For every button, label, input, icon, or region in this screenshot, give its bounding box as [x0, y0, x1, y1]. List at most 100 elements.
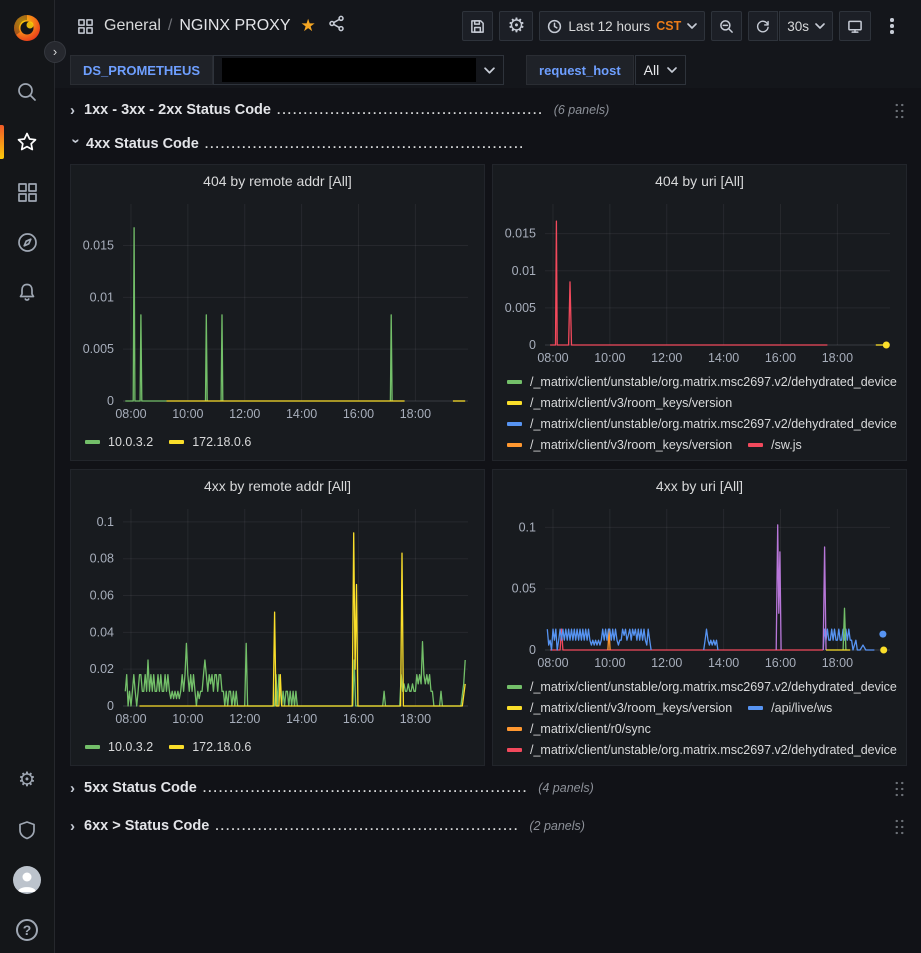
legend-series-swatch [507, 684, 522, 689]
zoom-out-icon [720, 19, 734, 33]
legend-series-label: /_matrix/client/unstable/org.matrix.msc2… [530, 742, 897, 757]
legend-item[interactable]: 10.0.3.2 [85, 431, 153, 452]
panel-404-by-remote-addr: 404 by remote addr [All] 08:00 10:00 12:00… [70, 164, 485, 461]
legend-item[interactable]: /sw.js [748, 434, 802, 453]
panel-grid-404: 404 by remote addr [All] 08:00 10:00 12:00… [70, 164, 907, 461]
favorite-star-icon[interactable]: ★ [300, 16, 316, 35]
legend-item[interactable]: /_matrix/client/v3/room_keys/version [507, 697, 732, 718]
panel-title[interactable]: 404 by uri [All] [655, 173, 744, 189]
svg-text:0.01: 0.01 [512, 264, 536, 278]
legend-item[interactable]: /_matrix/client/unstable/org.matrix.msc2… [507, 739, 897, 758]
more-options-kebab-menu[interactable] [877, 11, 907, 41]
time-range-label: Last 12 hours [568, 18, 651, 34]
legend-item[interactable]: /_matrix/client/unstable/org.matrix.msc2… [507, 676, 897, 697]
svg-text:0: 0 [529, 338, 536, 352]
row-title-dots: ........................................… [215, 819, 520, 833]
row-panel-count: (4 panels) [538, 781, 594, 795]
sidebar-item-alerting[interactable] [0, 269, 55, 315]
row-title: 1xx - 3xx - 2xx Status Code [84, 102, 271, 118]
panel-4xx-by-uri: 4xx by uri [All] 08:00 10:00 12:00 14:00 16:… [492, 469, 907, 766]
gear-icon: ⚙ [507, 15, 526, 37]
chevron-down-icon [484, 66, 495, 74]
dashboard-settings-button[interactable]: ⚙ [499, 11, 534, 41]
legend-item[interactable]: /_matrix/client/unstable/org.matrix.msc2… [507, 371, 897, 392]
svg-text:0.005: 0.005 [83, 342, 114, 356]
save-dashboard-button[interactable] [462, 11, 494, 41]
avatar [13, 866, 41, 894]
apps-grid-icon[interactable] [77, 18, 94, 35]
svg-text:10:00: 10:00 [172, 712, 203, 726]
row-drag-handle-icon[interactable] [894, 101, 905, 119]
svg-text:08:00: 08:00 [537, 351, 568, 365]
row-collapse-chevron: › [70, 779, 75, 797]
svg-text:0.01: 0.01 [90, 290, 114, 304]
star-icon [17, 132, 37, 151]
zoom-out-time-button[interactable] [711, 11, 743, 41]
legend-series-swatch [507, 421, 522, 426]
row-drag-handle-icon[interactable] [894, 817, 905, 835]
svg-text:12:00: 12:00 [229, 407, 260, 421]
sidebar-expand-button[interactable]: › [44, 41, 66, 63]
breadcrumb-dashboard-title[interactable]: NGINX PROXY [179, 17, 291, 34]
panel-title[interactable]: 4xx by remote addr [All] [203, 478, 352, 494]
request-host-variable-label: request_host [526, 55, 634, 85]
legend-item[interactable]: /_matrix/client/r0/sync [507, 718, 651, 739]
cycle-view-mode-button[interactable] [839, 11, 871, 41]
legend-series-label: /_matrix/client/unstable/org.matrix.msc2… [530, 679, 897, 694]
panel-title[interactable]: 4xx by uri [All] [655, 478, 744, 494]
share-icon[interactable] [328, 15, 345, 37]
legend-series-swatch [85, 439, 100, 444]
row-title-dots: ........................................… [202, 781, 529, 795]
sidebar-item-server-admin[interactable] [0, 807, 55, 853]
legend-item[interactable]: 172.18.0.6 [169, 736, 251, 757]
row-header-6xx[interactable]: › 6xx > Status Code ....................… [70, 812, 907, 840]
dashboard-scroll-area: › 1xx - 3xx - 2xx Status Code ..........… [55, 88, 921, 953]
datasource-variable-select[interactable] [213, 55, 505, 85]
legend-series-label: 10.0.3.2 [108, 434, 154, 449]
timeseries-chart[interactable]: 08:00 10:00 12:00 14:00 16:00 18:00 0 0.05 0.1 [501, 499, 898, 674]
row-title: 4xx Status Code [86, 136, 199, 152]
timeseries-chart[interactable]: 08:00 10:00 12:00 14:00 16:00 18:00 0 0.02 0.04 0… [79, 499, 476, 730]
save-icon [471, 19, 485, 33]
svg-text:0.1: 0.1 [97, 515, 114, 529]
time-range-picker[interactable]: Last 12 hours CST [539, 11, 706, 41]
request-host-variable-select[interactable]: All [634, 55, 687, 85]
refresh-button[interactable] [748, 11, 779, 41]
legend-item[interactable]: /api/live/ws [748, 697, 832, 718]
chevron-down-icon [815, 23, 825, 29]
legend-series-swatch [507, 747, 522, 752]
legend-series-swatch [507, 400, 522, 405]
timeseries-chart[interactable]: 08:00 10:00 12:00 14:00 16:00 18:00 0 0.005 0.01… [501, 194, 898, 369]
row-header-5xx[interactable]: › 5xx Status Code ......................… [70, 774, 907, 802]
legend-item[interactable]: /_matrix/client/unstable/org.matrix.msc2… [507, 413, 897, 434]
sidebar-item-help[interactable]: ? [0, 907, 55, 953]
legend-item[interactable]: 172.18.0.6 [169, 431, 251, 452]
svg-text:0: 0 [529, 643, 536, 657]
legend-series-swatch [169, 439, 185, 444]
breadcrumb-section[interactable]: General [104, 17, 161, 34]
timeseries-chart[interactable]: 08:00 10:00 12:00 14:00 16:00 18:00 0 0.005 0.01… [79, 194, 476, 425]
legend-item[interactable]: /_matrix/client/v3/room_keys/version [507, 434, 732, 453]
refresh-interval-dropdown[interactable]: 30s [779, 11, 833, 41]
request-host-value: All [643, 62, 660, 78]
row-header-4xx[interactable]: › 4xx Status Code ......................… [68, 130, 907, 158]
row-drag-handle-icon[interactable] [894, 779, 905, 797]
svg-text:10:00: 10:00 [172, 407, 203, 421]
legend-item[interactable]: /_matrix/client/v3/room_keys/version [507, 392, 732, 413]
sidebar-item-search[interactable] [0, 69, 55, 115]
sidebar-item-starred[interactable] [0, 119, 55, 165]
sidebar-item-configuration[interactable]: ⚙ [0, 757, 55, 803]
sidebar-item-explore[interactable] [0, 219, 55, 265]
legend-series-label: /api/live/ws [771, 700, 833, 715]
legend-series-label: 10.0.3.2 [108, 739, 154, 754]
panel-title[interactable]: 404 by remote addr [All] [203, 173, 352, 189]
sidebar-item-profile[interactable] [0, 857, 55, 903]
sidebar-item-dashboards[interactable] [0, 169, 55, 215]
legend-series-label: /_matrix/client/unstable/org.matrix.msc2… [530, 374, 897, 389]
row-header-1xx-3xx-2xx[interactable]: › 1xx - 3xx - 2xx Status Code ..........… [70, 96, 907, 124]
svg-text:0.04: 0.04 [90, 625, 114, 639]
kebab-icon [890, 16, 894, 37]
grafana-logo[interactable] [0, 0, 55, 55]
svg-text:0.015: 0.015 [83, 238, 114, 252]
legend-item[interactable]: 10.0.3.2 [85, 736, 153, 757]
